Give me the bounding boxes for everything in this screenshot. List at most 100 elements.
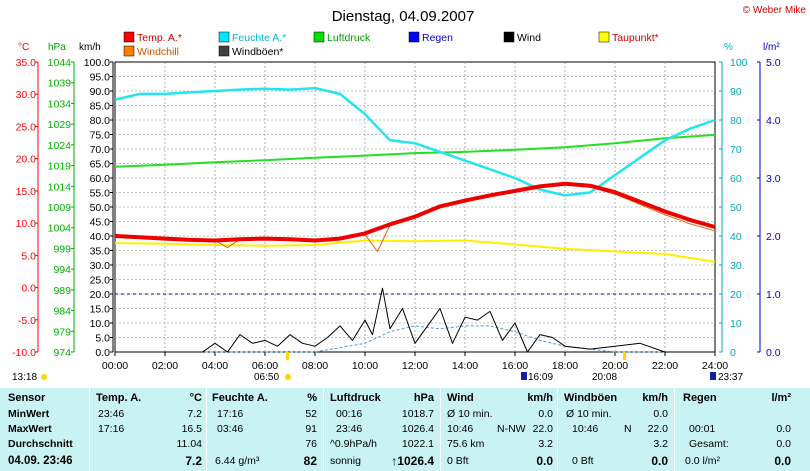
series-temp-a [114, 181, 716, 243]
pressure-header: Luftdruck [330, 392, 381, 404]
pressure-tick-3: 1029 [48, 119, 72, 131]
legend-swatch-7 [218, 45, 230, 57]
pressure-tick-5: 1019 [48, 161, 72, 173]
legend: Temp. A.* Feuchte A.* Luftdruck Regen Wind Ta… [123, 31, 659, 58]
wind-tick-11: 45.0 [90, 217, 111, 229]
legend-label-4: Wind [517, 32, 541, 44]
legend-label-7: Windböen* [232, 46, 283, 58]
weather-chart: Dienstag, 04.09.2007 © Weber Mike Temp. … [12, 5, 807, 383]
gust-min-label: Ø 10 min. [566, 408, 612, 420]
x-tick-10: 20:00 [602, 360, 628, 372]
temp-tick-5: 10.0 [16, 218, 37, 230]
series-taupunkt [114, 239, 716, 263]
series-luftdruck [114, 133, 716, 168]
sunrise-tick-icon [286, 352, 289, 360]
temp-tick-9: -10.0 [12, 347, 36, 359]
legend-swatch-2 [313, 31, 325, 43]
temp-max-time: 17:16 [98, 423, 125, 435]
moon1-label: 16:09 [528, 372, 553, 383]
temp-tick-2: 25.0 [16, 121, 37, 133]
rain-tick-1: 4.0 [766, 115, 781, 127]
temp-header-unit: °C [189, 392, 202, 404]
x-tick-9: 18:00 [552, 360, 578, 372]
humidity-tick-7: 30 [730, 260, 742, 272]
pressure-current-value: ↑1026.4 [391, 454, 434, 468]
temp-current-value: 7.2 [185, 454, 202, 468]
col-sensor: Sensor MinWert MaxWert Durchschnitt 04.0… [0, 388, 90, 471]
wind-tick-9: 55.0 [90, 188, 111, 200]
series-windb-en [115, 325, 715, 353]
humidity-tick-3: 70 [730, 144, 742, 156]
humidity-tick-4: 60 [730, 173, 742, 185]
moon2-label: 23:37 [718, 372, 743, 383]
temp-tick-3: 20.0 [16, 154, 37, 166]
wind-tick-4: 80.0 [90, 115, 111, 127]
humidity-min-value: 52 [305, 408, 317, 420]
wind-tick-12: 40.0 [90, 231, 111, 243]
temp-min-value: 7.2 [187, 408, 202, 420]
rain-max-value: 0.0 [776, 423, 791, 435]
pressure-tick-13: 979 [53, 326, 71, 338]
rain-header-unit: l/m² [771, 392, 791, 404]
wind-tick-18: 10.0 [90, 318, 111, 330]
sunrise-icon [285, 374, 291, 380]
wind-tick-19: 5.0 [95, 333, 110, 345]
sunrise-label: 06:50 [254, 372, 279, 383]
pressure-min-time: 00:16 [336, 408, 363, 420]
col-wind: Wind km/h Ø 10 min. 0.0 10:46 N-NW 22.0 … [441, 388, 558, 471]
temp-unit-label: °C [18, 42, 29, 53]
x-axis: 00:00 02:00 04:00 06:00 08:00 10:00 12:00 14:00… [102, 352, 728, 372]
wind-avg-value: 3.2 [538, 438, 553, 450]
row-label-min: MinWert [8, 408, 50, 420]
x-tick-12: 24:00 [702, 360, 728, 372]
sun-icon-left [41, 374, 47, 380]
humidity-header-unit: % [307, 392, 317, 404]
wind-min-label: Ø 10 min. [447, 408, 493, 420]
wind-header: Wind [447, 392, 474, 404]
pressure-tick-6: 1014 [48, 181, 72, 193]
pressure-tick-1: 1039 [48, 78, 72, 90]
wind-unit-label: km/h [79, 42, 101, 53]
humidity-unit-label: % [724, 42, 733, 53]
humidity-tick-10: 0 [730, 347, 736, 359]
rain-tick-3: 2.0 [766, 231, 781, 243]
legend-label-0: Temp. A.* [137, 32, 182, 44]
x-tick-6: 12:00 [402, 360, 428, 372]
wind-tick-14: 30.0 [90, 260, 111, 272]
pressure-tick-14: 974 [53, 347, 71, 359]
pressure-unit-label: hPa [48, 42, 66, 53]
wind-tick-2: 90.0 [90, 86, 111, 98]
x-tick-7: 14:00 [452, 360, 478, 372]
pressure-tick-4: 1024 [48, 140, 72, 152]
humidity-tick-6: 40 [730, 231, 742, 243]
wind-tick-1: 95.0 [90, 72, 111, 84]
legend-swatch-4 [503, 31, 515, 43]
rain-current-value: 0.0 [774, 454, 791, 468]
legend-label-1: Feuchte A.* [232, 32, 286, 44]
wind-tick-16: 20.0 [90, 289, 111, 301]
grid [115, 62, 715, 352]
col-pressure: Luftdruck hPa 00:16 1018.7 23:46 1026.4 … [324, 388, 441, 471]
wind-tick-17: 15.0 [90, 304, 111, 316]
pressure-max-time: 23:46 [336, 423, 363, 435]
rain-tick-2: 3.0 [766, 173, 781, 185]
legend-label-3: Regen [422, 32, 453, 44]
humidity-max-time: 03:46 [217, 423, 244, 435]
wind-max-value: 22.0 [532, 423, 553, 435]
humidity-tick-8: 20 [730, 289, 742, 301]
x-tick-3: 06:00 [252, 360, 278, 372]
pressure-tick-2: 1034 [48, 98, 72, 110]
sun-markers: 13:18 06:50 16:09 20:08 23:37 [12, 352, 743, 383]
gust-max-direction: N [624, 423, 632, 435]
humidity-current-value: 82 [303, 454, 317, 468]
axis-units: °C hPa km/h % l/m² [18, 42, 780, 53]
wind-tick-8: 60.0 [90, 173, 111, 185]
copyright-label: © Weber Mike [743, 5, 807, 16]
rain-total-label: Gesamt: [689, 438, 729, 450]
row-label-avg: Durchschnitt [8, 438, 73, 450]
moon-icon-2 [710, 372, 716, 380]
pressure-tick-10: 994 [53, 264, 71, 276]
pressure-tick-12: 984 [53, 306, 71, 318]
pressure-min-value: 1018.7 [401, 408, 434, 420]
wind-tick-7: 65.0 [90, 159, 111, 171]
